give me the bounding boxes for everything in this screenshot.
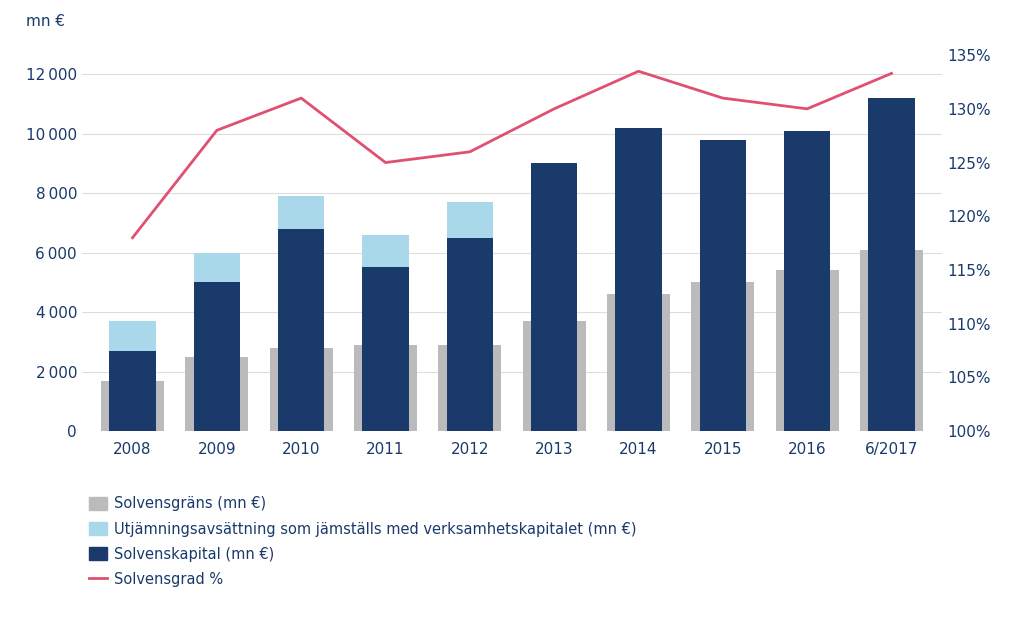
Bar [278,229,325,431]
Solvensgrad % [211,127,223,134]
Bar [446,202,493,238]
Bar [269,348,333,431]
Solvensgrad % [801,105,813,113]
Bar [110,321,156,351]
Bar [101,380,164,431]
Bar [362,235,409,268]
Bar [699,139,746,431]
Bar [691,282,755,431]
Bar [446,238,493,431]
Solvensgrad % [717,94,729,102]
Bar [362,268,409,431]
Solvensgrad % [295,94,307,102]
Bar [438,345,502,431]
Bar [194,252,240,282]
Text: mn €: mn € [26,14,65,29]
Bar [110,351,156,431]
Bar [531,164,578,431]
Bar [522,321,586,431]
Bar [185,357,249,431]
Bar [615,127,662,431]
Solvensgrad % [633,67,645,75]
Bar [194,282,240,431]
Bar [868,98,914,431]
Legend: Solvensgräns (mn €), Utjämningsavsättning som jämställs med verksamhetskapitalet: Solvensgräns (mn €), Utjämningsavsättnin… [89,496,637,587]
Line: Solvensgrad %: Solvensgrad % [132,71,892,238]
Solvensgrad % [126,234,138,242]
Bar [775,271,839,431]
Bar [784,131,830,431]
Bar [354,345,417,431]
Solvensgrad % [548,105,560,113]
Solvensgrad % [464,148,476,155]
Bar [278,196,325,229]
Solvensgrad % [379,158,391,166]
Bar [607,294,670,431]
Solvensgrad % [886,70,898,77]
Bar [860,250,923,431]
